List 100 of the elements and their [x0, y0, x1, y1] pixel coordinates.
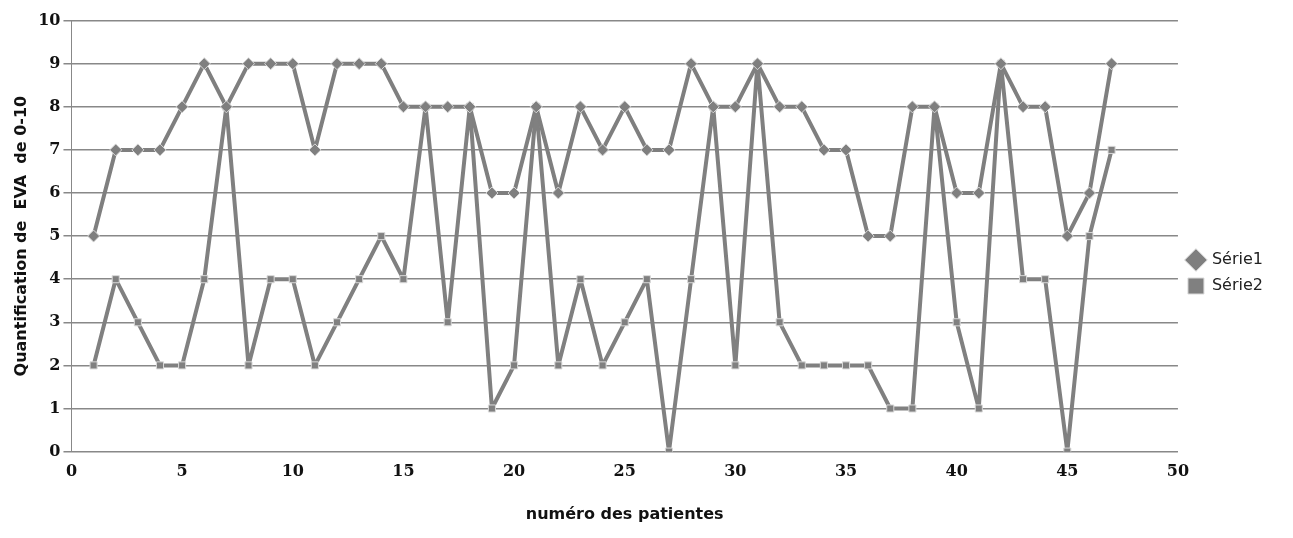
point [1060, 229, 1074, 243]
point [554, 361, 563, 370]
point [598, 361, 607, 370]
point [684, 57, 698, 71]
point [264, 57, 278, 71]
point [861, 229, 875, 243]
point [352, 57, 366, 71]
point [443, 318, 452, 327]
point [795, 100, 809, 114]
point [839, 143, 853, 157]
y-tick-label: 10 [38, 9, 61, 29]
point [662, 143, 676, 157]
y-tick-label: 2 [49, 354, 61, 374]
point [797, 361, 806, 370]
point [905, 100, 919, 114]
point [374, 57, 388, 71]
point [1105, 57, 1119, 71]
point [200, 275, 209, 284]
point [1041, 275, 1050, 284]
x-tick-label: 15 [392, 461, 415, 481]
point [775, 318, 784, 327]
y-tick-label: 8 [49, 95, 61, 115]
point [864, 361, 873, 370]
y-tick-label: 1 [49, 397, 61, 417]
point [510, 361, 519, 370]
point [87, 229, 101, 243]
point [974, 404, 983, 413]
y-tick-label: 5 [49, 225, 61, 245]
point [620, 318, 629, 327]
x-tick-label: 50 [1166, 461, 1190, 481]
point [1085, 232, 1094, 241]
point [308, 143, 322, 157]
point [355, 275, 364, 284]
x-tick-label: 25 [613, 461, 636, 481]
point [242, 57, 255, 71]
point [109, 143, 123, 157]
point [952, 318, 961, 327]
point [485, 186, 499, 200]
point [155, 361, 165, 370]
x-tick-label: 20 [502, 461, 526, 481]
point [773, 100, 787, 114]
point [576, 275, 585, 284]
point [89, 361, 98, 370]
point [330, 57, 344, 71]
point [507, 186, 521, 200]
point [288, 275, 297, 284]
point [883, 229, 897, 243]
y-tick-label: 4 [49, 268, 61, 288]
point [332, 318, 342, 327]
x-axis-title: numéro des patientes [525, 503, 724, 523]
point [573, 100, 587, 114]
point [197, 57, 211, 71]
point [133, 318, 142, 327]
point [687, 275, 696, 284]
x-tick-label: 10 [281, 461, 304, 481]
legend-label: Série2 [1211, 275, 1263, 295]
point [131, 143, 145, 157]
y-tick-label: 7 [49, 139, 61, 159]
point [396, 100, 410, 114]
y-tick-label: 9 [49, 52, 61, 72]
point [817, 143, 831, 157]
y-axis-title: Quantification de EVA de 0-10 [10, 95, 30, 377]
point [1016, 100, 1030, 114]
point [950, 186, 964, 200]
point [731, 361, 740, 370]
point [244, 361, 253, 370]
point [841, 361, 851, 370]
point [399, 275, 408, 284]
point [819, 361, 828, 370]
point [153, 143, 167, 157]
y-tick-label: 3 [49, 311, 61, 331]
point [441, 100, 455, 114]
point [310, 361, 319, 370]
point [178, 361, 187, 370]
point [886, 404, 895, 413]
x-tick-label: 40 [945, 461, 968, 481]
point [642, 275, 651, 284]
point [1082, 186, 1096, 200]
point [266, 275, 275, 284]
point [175, 100, 189, 114]
point [596, 143, 610, 157]
x-tick-label: 30 [724, 461, 747, 481]
legend-label: Série1 [1211, 249, 1263, 269]
point [111, 275, 120, 284]
y-tick-label: 0 [49, 440, 61, 460]
point [972, 186, 986, 200]
x-tick-label: 0 [65, 461, 78, 481]
point [286, 57, 300, 71]
point [487, 404, 496, 413]
point [908, 404, 917, 413]
y-tick-label: 6 [49, 182, 61, 202]
x-tick-label: 35 [834, 461, 858, 481]
point [551, 186, 565, 200]
point [618, 100, 632, 114]
x-tick-label: 5 [176, 461, 188, 481]
point [728, 100, 742, 114]
x-tick-label: 45 [1056, 461, 1079, 481]
point [1019, 275, 1028, 284]
point [640, 143, 654, 157]
point [377, 232, 386, 241]
